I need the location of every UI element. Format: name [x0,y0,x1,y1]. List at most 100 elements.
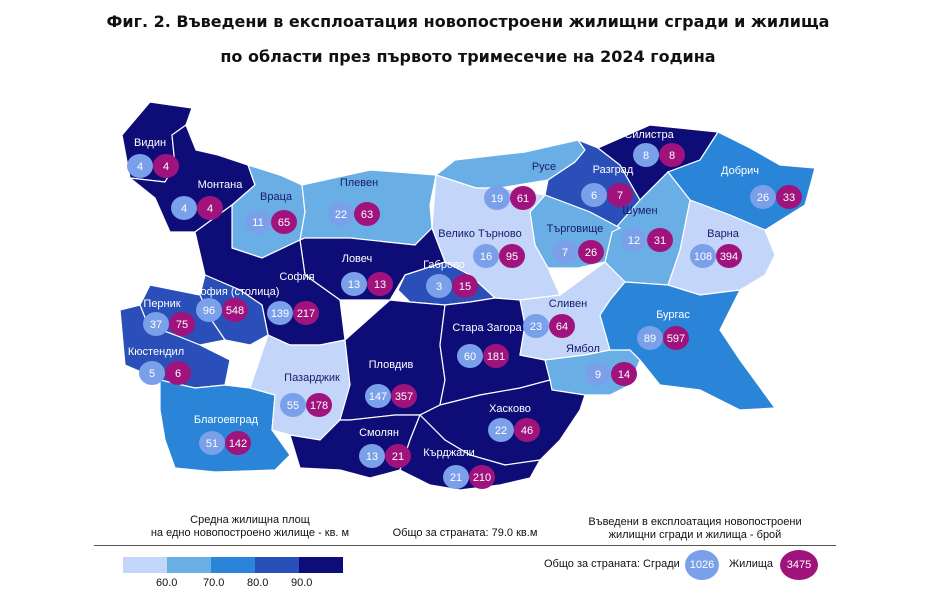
buildings-circle-софия [267,301,293,325]
dwellings-value-смолян: 21 [392,451,404,463]
region-label-софия-столица-: София (столица) [193,286,280,298]
buildings-value-русе: 19 [491,193,503,205]
legend-buildings-label: Сгради [643,558,680,570]
dwellings-value-кърджали: 210 [473,472,491,484]
buildings-value-кюстендил: 5 [149,368,155,380]
scale-swatch-2 [167,557,211,573]
dwellings-value-стара-загора: 181 [487,351,505,363]
dwellings-circle-габрово [452,274,478,298]
dwellings-circle-благоевград [225,431,251,455]
scale-tick-80: 80.0 [247,577,269,589]
scale-swatch-5 [299,557,343,573]
buildings-value-разград: 6 [591,190,597,202]
region-label-плевен: Плевен [340,177,378,189]
dwellings-value-перник: 75 [176,319,188,331]
dwellings-value-благоевград: 142 [229,438,247,450]
buildings-circle-перник [143,312,169,336]
region-label-силистра: Силистра [624,129,674,141]
buildings-circle-враца [245,210,271,234]
legend-built-title-1: Въведени в експлоатация новопостроени [588,516,802,528]
buildings-circle-кюстендил [139,361,165,385]
buildings-value-перник: 37 [150,319,162,331]
dwellings-value-враца: 65 [278,217,290,229]
dwellings-circle-търговище [578,240,604,264]
legend-divider [94,545,836,546]
region-label-габрово: Габрово [423,259,465,271]
legend-dwellings-circle: 3475 [780,550,818,580]
scale-swatch-3 [211,557,255,573]
dwellings-value-хасково: 46 [521,425,533,437]
dwellings-value-велико-търново: 95 [506,251,518,263]
figure-title-line1: Фиг. 2. Въведени в експлоатация новопост… [106,12,830,31]
buildings-value-хасково: 22 [495,425,507,437]
buildings-circle-плевен [328,202,354,226]
legend-country-total-label: Общо за страната: [544,558,640,570]
buildings-value-благоевград: 51 [206,438,218,450]
dwellings-value-плевен: 63 [361,209,373,221]
buildings-value-враца: 11 [252,217,263,229]
dwellings-circle-шумен [647,228,673,252]
buildings-value-търговище: 7 [562,247,568,259]
buildings-circle-стара-загора [457,344,483,368]
buildings-circle-варна [690,244,716,268]
buildings-value-софия-столица-: 96 [203,305,215,317]
buildings-circle-ловеч [341,272,367,296]
region-label-перник: Перник [143,298,180,310]
dwellings-value-пазарджик: 178 [310,400,328,412]
buildings-value-добрич: 26 [757,192,769,204]
region-label-бургас: Бургас [656,309,690,321]
buildings-value-шумен: 12 [628,235,640,247]
dwellings-value-монтана: 4 [207,203,213,215]
dwellings-value-силистра: 8 [669,150,675,162]
buildings-circle-русе [484,186,510,210]
region-label-враца: Враца [260,191,293,203]
dwellings-value-търговище: 26 [585,247,597,259]
scale-swatch-1 [123,557,167,573]
buildings-circle-смолян [359,444,385,468]
buildings-value-смолян: 13 [366,451,378,463]
dwellings-value-шумен: 31 [654,235,666,247]
region-label-монтана: Монтана [198,179,244,191]
region-label-смолян: Смолян [359,427,399,439]
region-label-шумен: Шумен [622,205,657,217]
dwellings-value-разград: 7 [617,190,623,202]
dwellings-circle-пловдив [391,384,417,408]
buildings-value-стара-загора: 60 [464,351,476,363]
region-label-хасково: Хасково [489,403,531,415]
dwellings-circle-плевен [354,202,380,226]
dwellings-circle-смолян [385,444,411,468]
buildings-value-кърджали: 21 [450,472,462,484]
dwellings-value-софия: 217 [297,308,315,320]
dwellings-circle-варна [716,244,742,268]
region-label-видин: Видин [134,137,166,149]
dwellings-circle-добрич [776,185,802,209]
buildings-circle-хасково [488,418,514,442]
figure-title-line2: по области през първото тримесечие на 20… [220,47,716,66]
region-label-търговище: Търговище [547,223,604,235]
dwellings-circle-разград [607,183,633,207]
dwellings-value-пловдив: 357 [395,391,413,403]
scale-tick-70: 70.0 [203,577,225,589]
region-label-благоевград: Благоевград [194,414,259,426]
buildings-value-сливен: 23 [530,321,542,333]
region-label-ямбол: Ямбол [566,343,600,355]
buildings-value-пазарджик: 55 [287,400,299,412]
dwellings-circle-пазарджик [306,393,332,417]
buildings-circle-сливен [523,314,549,338]
buildings-circle-бургас [637,326,663,350]
buildings-value-габрово: 3 [436,281,442,293]
dwellings-circle-сливен [549,314,575,338]
buildings-circle-пловдив [365,384,391,408]
dwellings-circle-кюстендил [165,361,191,385]
buildings-circle-добрич [750,185,776,209]
buildings-value-плевен: 22 [335,209,347,221]
dwellings-value-сливен: 64 [556,321,568,333]
buildings-value-ловеч: 13 [348,279,360,291]
region-бургас [599,281,777,411]
dwellings-value-видин: 4 [163,161,169,173]
legend-area-title-1: Средна жилищна площ [190,514,310,526]
buildings-circle-търговище [552,240,578,264]
buildings-value-силистра: 8 [643,150,649,162]
buildings-value-софия: 139 [271,308,289,320]
region-label-добрич: Добрич [721,165,759,177]
